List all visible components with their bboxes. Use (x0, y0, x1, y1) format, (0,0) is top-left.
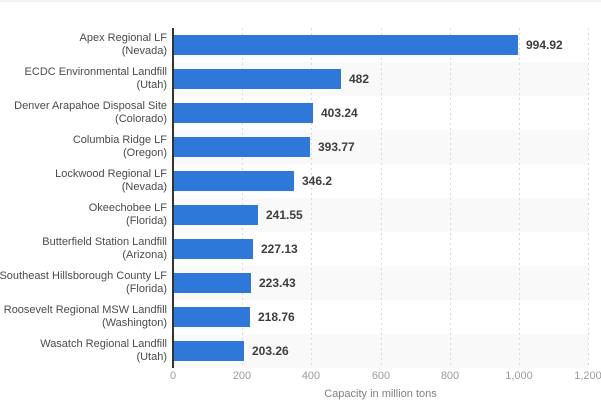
category-state: (Arizona) (122, 249, 167, 261)
x-tick-label: 400 (301, 370, 321, 382)
grid-line (588, 28, 589, 368)
bar[interactable] (174, 171, 294, 191)
grid-line (311, 28, 312, 368)
category-label: ECDC Environmental Landfill (Utah) (0, 62, 167, 96)
value-label: 241.55 (266, 208, 303, 222)
category-label: Wasatch Regional Landfill (Utah) (0, 334, 167, 368)
bar[interactable] (174, 273, 251, 293)
category-state: (Nevada) (121, 181, 167, 193)
category-name: Roosevelt Regional MSW Landfill (3, 304, 167, 316)
value-label: 403.24 (321, 106, 358, 120)
bar[interactable] (174, 103, 313, 123)
x-tick-label: 600 (371, 370, 391, 382)
value-label: 218.76 (258, 310, 295, 324)
value-label: 346.2 (302, 174, 333, 188)
value-label: 994.92 (526, 38, 563, 52)
x-tick-label: 0 (169, 370, 177, 382)
value-label: 482 (349, 72, 370, 86)
category-name: ECDC Environmental Landfill (24, 66, 167, 78)
category-name: Butterfield Station Landfill (42, 236, 167, 248)
value-label: 203.26 (252, 344, 289, 358)
category-state: (Utah) (136, 79, 167, 91)
category-label: Apex Regional LF (Nevada) (0, 28, 167, 62)
grid-line (450, 28, 451, 368)
category-state: (Florida) (126, 283, 167, 295)
x-tick-label: 1,000 (505, 370, 533, 382)
category-label: Okeechobee LF (Florida) (0, 198, 167, 232)
bar[interactable] (174, 137, 310, 157)
grid-line (242, 28, 243, 368)
category-label: Columbia Ridge LF (Oregon) (0, 130, 167, 164)
value-label: 223.43 (259, 276, 296, 290)
bar[interactable] (174, 35, 518, 55)
category-label: Southeast Hillsborough County LF (Florida… (0, 266, 167, 300)
category-label: Roosevelt Regional MSW Landfill (Washingt… (0, 300, 167, 334)
value-label: 393.77 (318, 140, 355, 154)
category-label: Denver Arapahoe Disposal Site (Colorado) (0, 96, 167, 130)
category-state: (Oregon) (122, 147, 167, 159)
bar[interactable] (174, 69, 341, 89)
category-name: Southeast Hillsborough County LF (0, 270, 167, 282)
bar[interactable] (174, 205, 258, 225)
y-axis-line (172, 28, 174, 368)
top-border (0, 0, 601, 2)
category-state: (Washington) (101, 317, 167, 329)
bar[interactable] (174, 307, 250, 327)
category-state: (Colorado) (115, 113, 167, 125)
grid-line (519, 28, 520, 368)
x-tick-label: 1,200 (574, 370, 601, 382)
category-name: Lockwood Regional LF (55, 168, 167, 180)
category-state: (Nevada) (121, 45, 167, 57)
category-state: (Utah) (136, 351, 167, 363)
category-name: Columbia Ridge LF (72, 134, 167, 146)
category-label: Butterfield Station Landfill (Arizona) (0, 232, 167, 266)
category-name: Denver Arapahoe Disposal Site (14, 100, 167, 112)
category-name: Okeechobee LF (88, 202, 167, 214)
category-name: Apex Regional LF (79, 32, 167, 44)
x-tick-label: 800 (440, 370, 460, 382)
category-state: (Florida) (126, 215, 167, 227)
value-label: 227.13 (261, 242, 298, 256)
x-axis-title: Capacity in million tons (324, 388, 437, 400)
bar[interactable] (174, 239, 253, 259)
grid-line (381, 28, 382, 368)
category-label: Lockwood Regional LF (Nevada) (0, 164, 167, 198)
category-name: Wasatch Regional Landfill (40, 338, 167, 350)
bar[interactable] (174, 341, 244, 361)
x-tick-label: 200 (232, 370, 252, 382)
